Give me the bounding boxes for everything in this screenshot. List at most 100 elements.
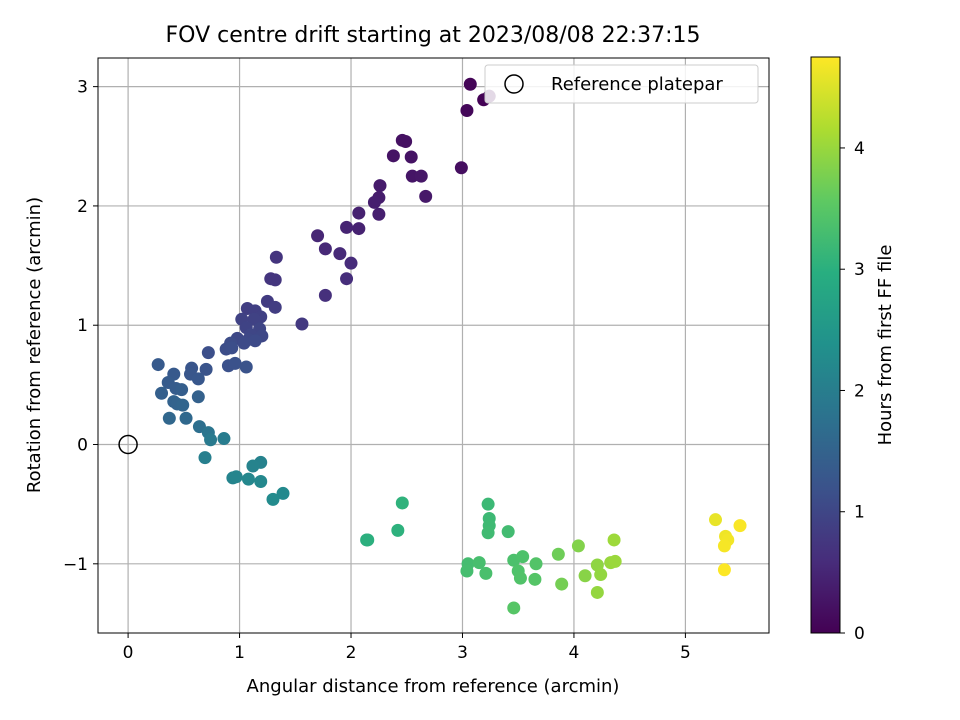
data-point (405, 169, 419, 183)
data-point (340, 220, 354, 234)
data-point (352, 206, 366, 220)
data-point (733, 519, 747, 533)
y-axis-ticks: −1 0 1 2 3 (63, 78, 98, 575)
data-point (594, 568, 608, 582)
data-point (318, 242, 332, 256)
data-point (201, 346, 215, 360)
y-tick-label: 0 (77, 436, 88, 456)
data-point (454, 161, 468, 175)
data-point (228, 356, 242, 370)
data-point (268, 300, 282, 314)
colorbar-label: Hours from first FF file (875, 245, 896, 446)
data-point (372, 207, 386, 221)
data-point (529, 557, 543, 571)
data-point (571, 539, 585, 553)
data-point (460, 564, 474, 578)
data-point (198, 451, 212, 465)
data-point (404, 150, 418, 164)
legend-box (484, 64, 759, 104)
data-point (333, 247, 347, 261)
data-point (361, 533, 375, 547)
data-point (318, 288, 332, 302)
data-point (295, 317, 309, 331)
data-point (217, 432, 231, 446)
data-point (239, 360, 253, 374)
y-tick-label: −1 (63, 555, 88, 575)
colorbar: 0 1 2 3 4 Hours from first FF file (810, 56, 896, 644)
data-point (248, 334, 262, 348)
data-point (608, 554, 622, 568)
data-point (391, 523, 405, 537)
data-point (717, 539, 731, 553)
data-point (607, 533, 621, 547)
x-tick-label: 0 (123, 643, 134, 663)
data-point (367, 195, 381, 209)
data-point (199, 362, 213, 376)
x-axis-ticks: 0 1 2 3 4 5 (123, 633, 691, 663)
data-point (176, 398, 190, 412)
data-point (225, 341, 239, 355)
colorbar-tick-label: 2 (854, 381, 865, 401)
x-tick-label: 3 (457, 643, 468, 663)
data-point (276, 486, 290, 500)
data-point (472, 556, 486, 570)
data-point (513, 571, 527, 585)
data-point (269, 250, 283, 264)
data-point (501, 525, 515, 539)
data-point (268, 273, 282, 287)
data-point (463, 77, 477, 91)
data-point (717, 563, 731, 577)
data-point (162, 411, 176, 425)
x-tick-label: 1 (234, 643, 245, 663)
y-tick-label: 2 (77, 197, 88, 217)
data-point (191, 390, 205, 404)
data-point (237, 336, 251, 350)
data-point (340, 272, 354, 286)
data-point (481, 526, 495, 540)
plot-frame (97, 57, 770, 634)
data-point (246, 459, 260, 473)
data-point (551, 547, 565, 561)
colorbar-tick-label: 0 (854, 624, 865, 644)
colorbar-tick-label: 4 (854, 139, 865, 159)
data-point (247, 312, 261, 326)
data-point (155, 386, 169, 400)
data-point (555, 577, 569, 591)
data-point (311, 229, 325, 243)
data-point (578, 569, 592, 583)
data-point (399, 135, 413, 149)
legend: Reference platepar (484, 64, 759, 104)
data-point (460, 103, 474, 117)
y-axis-label: Rotation from reference (arcmin) (24, 197, 45, 493)
x-tick-label: 5 (680, 643, 691, 663)
plot-background (98, 58, 769, 633)
data-point (191, 372, 205, 386)
data-point (266, 492, 280, 506)
data-point (414, 169, 428, 183)
x-axis-label: Angular distance from reference (arcmin) (247, 676, 620, 697)
data-point (395, 496, 409, 510)
chart-title: FOV centre drift starting at 2023/08/08 … (166, 23, 701, 48)
data-point (241, 472, 255, 486)
colorbar-gradient (810, 56, 841, 634)
colorbar-ticks: 0 1 2 3 4 (840, 139, 865, 644)
x-tick-label: 4 (569, 643, 580, 663)
data-point (344, 256, 358, 270)
legend-marker (504, 74, 524, 94)
reference-platepar-marker (118, 434, 138, 455)
data-point (229, 470, 243, 484)
data-point (419, 189, 433, 203)
data-point (481, 497, 495, 511)
data-points (151, 77, 747, 615)
data-point (708, 513, 722, 527)
data-point (479, 566, 493, 580)
data-point (590, 585, 604, 599)
data-point (175, 383, 189, 397)
legend-label: Reference platepar (551, 74, 723, 95)
data-point (386, 149, 400, 163)
x-tick-label: 2 (346, 643, 357, 663)
colorbar-tick-label: 1 (854, 503, 865, 523)
data-point (516, 550, 530, 564)
data-point (254, 474, 268, 488)
